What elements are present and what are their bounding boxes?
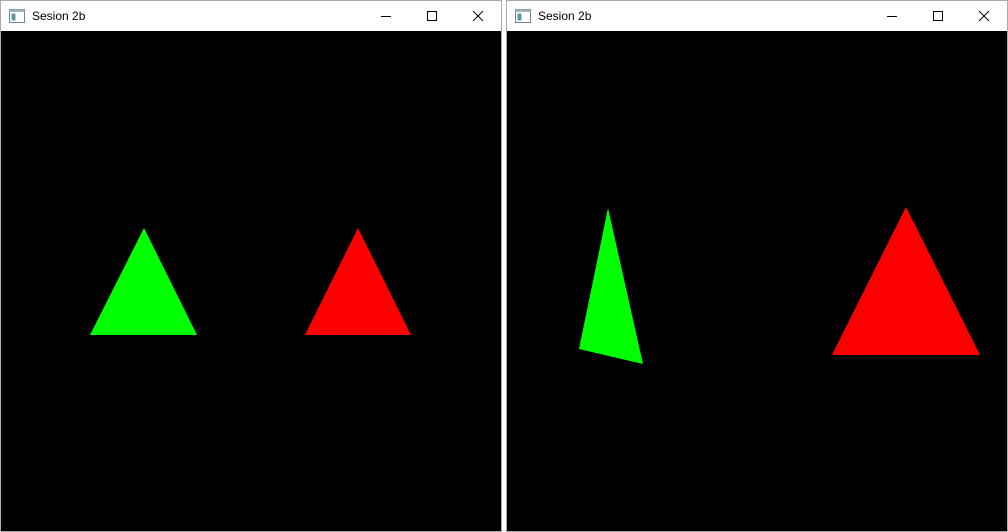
maximize-button[interactable] — [409, 1, 455, 31]
render-canvas — [507, 31, 1007, 531]
close-icon — [978, 10, 990, 22]
close-button[interactable] — [961, 1, 1007, 31]
close-icon — [472, 10, 484, 22]
window-title: Sesion 2b — [538, 9, 592, 23]
render-canvas — [1, 31, 501, 531]
minimize-icon — [381, 16, 391, 17]
maximize-icon — [933, 11, 943, 21]
green-triangle — [90, 228, 197, 335]
title-bar[interactable]: Sesion 2b — [1, 1, 501, 31]
minimize-icon — [887, 16, 897, 17]
window-title: Sesion 2b — [32, 9, 86, 23]
close-button[interactable] — [455, 1, 501, 31]
green-triangle — [579, 208, 643, 364]
maximize-button[interactable] — [915, 1, 961, 31]
minimize-button[interactable] — [363, 1, 409, 31]
minimize-button[interactable] — [869, 1, 915, 31]
maximize-icon — [427, 11, 437, 21]
window-right: Sesion 2b — [506, 0, 1008, 532]
red-triangle — [832, 207, 980, 355]
window-app-icon — [515, 9, 531, 23]
title-bar[interactable]: Sesion 2b — [507, 1, 1007, 31]
window-left: Sesion 2b — [0, 0, 502, 532]
window-app-icon — [9, 9, 25, 23]
red-triangle — [305, 228, 411, 335]
